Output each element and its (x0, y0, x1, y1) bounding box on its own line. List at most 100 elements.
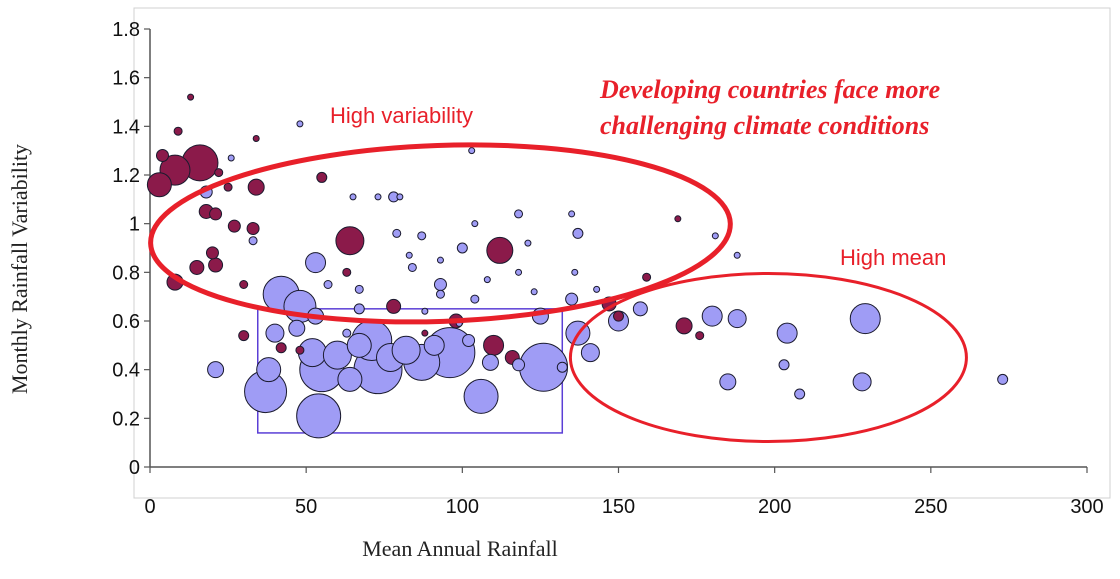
y-axis-label: Monthly Rainfall Variability (7, 143, 32, 395)
data-point (322, 340, 352, 370)
data-point (275, 342, 287, 354)
y-tick-label: 0.8 (112, 262, 140, 284)
data-point (674, 215, 682, 223)
data-point (435, 289, 445, 299)
data-points (146, 93, 1009, 439)
x-tick-label: 150 (602, 496, 635, 518)
data-point (246, 222, 260, 236)
data-point (265, 323, 285, 343)
x-tick-label: 250 (914, 496, 947, 518)
data-point (295, 345, 305, 355)
data-point (423, 334, 445, 356)
data-point (515, 268, 523, 276)
data-point (349, 193, 357, 201)
data-point (483, 334, 505, 356)
data-point (483, 276, 491, 284)
data-point (256, 357, 282, 383)
data-point (209, 207, 223, 221)
data-point (417, 231, 427, 241)
data-point (386, 298, 402, 314)
y-tick-label: 0.4 (112, 360, 140, 382)
data-point (187, 93, 195, 101)
data-point (776, 322, 798, 344)
data-point (778, 359, 790, 371)
x-tick-label: 100 (446, 496, 479, 518)
data-point (391, 335, 421, 365)
data-point (486, 236, 514, 264)
y-tick-label: 0.6 (112, 311, 140, 333)
tick-labels: 0 0.2 0.4 0.6 0.8 1 1.2 1.4 1.6 1.8 0 50 100 150 200 25… (112, 19, 1104, 518)
data-point (530, 288, 538, 296)
x-tick-label: 300 (1070, 496, 1103, 518)
data-point (524, 239, 532, 247)
data-point (155, 149, 169, 163)
axes (144, 28, 1088, 473)
data-point (223, 182, 233, 192)
data-point (613, 310, 624, 322)
data-point (346, 332, 372, 358)
y-tick-label: 1.2 (112, 165, 140, 187)
data-point (727, 309, 747, 329)
data-point (205, 246, 219, 260)
data-point (470, 294, 480, 304)
data-point (456, 242, 468, 254)
data-point (296, 393, 342, 439)
annotation-ellipses (148, 142, 968, 443)
x-tick-label: 50 (295, 496, 317, 518)
data-point (247, 178, 265, 196)
y-tick-label: 1.8 (112, 19, 140, 41)
data-point (335, 226, 365, 256)
data-point (239, 280, 249, 289)
chart-title: Developing countries face more challengi… (600, 75, 941, 140)
data-point (997, 373, 1009, 385)
data-point (288, 319, 306, 337)
data-point (208, 257, 224, 273)
x-axis-label: Mean Annual Rainfall (362, 536, 558, 561)
data-point (227, 154, 235, 162)
ellipse-high-mean (568, 272, 968, 443)
data-point (173, 126, 183, 136)
data-point (481, 353, 499, 371)
data-point (252, 135, 260, 142)
data-point (421, 329, 429, 337)
data-point (849, 303, 881, 335)
data-point (711, 232, 719, 240)
data-point (342, 267, 352, 277)
data-point (189, 259, 205, 275)
data-point (514, 209, 524, 219)
data-point (468, 147, 476, 155)
data-point (323, 280, 333, 289)
data-point (852, 372, 872, 392)
data-point (296, 120, 304, 128)
data-point (593, 285, 601, 293)
annotation-high-mean: High mean (840, 245, 947, 270)
data-point (146, 172, 172, 198)
y-tick-label: 0.2 (112, 408, 140, 430)
data-point (316, 171, 328, 183)
data-point (632, 301, 648, 317)
data-point (733, 251, 741, 259)
data-point (572, 227, 584, 239)
data-point (719, 373, 737, 391)
data-point (207, 361, 225, 379)
data-point (642, 272, 652, 282)
data-point (396, 193, 404, 201)
y-tick-label: 1 (129, 214, 140, 236)
data-point (675, 317, 693, 335)
data-point (462, 333, 476, 347)
data-point (214, 168, 224, 178)
data-point (421, 307, 429, 315)
data-point (238, 330, 250, 342)
data-point (794, 388, 806, 400)
data-point (248, 236, 258, 246)
data-point (556, 361, 568, 373)
data-point (342, 328, 352, 338)
data-point (471, 220, 479, 228)
data-point (695, 331, 705, 341)
x-tick-label: 200 (758, 496, 791, 518)
data-point (227, 219, 241, 233)
y-tick-label: 1.6 (112, 68, 140, 90)
data-point (374, 193, 382, 201)
data-point (392, 228, 402, 238)
